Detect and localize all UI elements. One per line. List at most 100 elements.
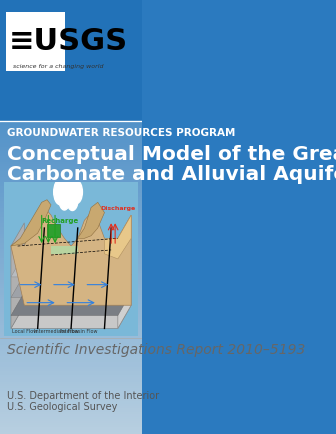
Bar [0, 15, 142, 17]
Bar [0, 187, 142, 189]
Text: ≡USGS: ≡USGS [8, 27, 128, 56]
Bar [0, 126, 142, 128]
Bar [0, 319, 142, 321]
Bar [0, 339, 142, 341]
Bar [0, 204, 142, 206]
Bar [0, 302, 142, 304]
Bar [0, 382, 142, 384]
Bar [0, 35, 142, 37]
Bar [0, 365, 142, 367]
Bar [0, 410, 142, 412]
Bar [0, 59, 142, 61]
Bar [0, 241, 142, 243]
Bar [0, 336, 142, 339]
Bar [0, 347, 142, 349]
Bar [0, 354, 142, 356]
Bar [0, 210, 142, 213]
Bar [0, 341, 142, 343]
Bar [0, 28, 142, 30]
Bar [0, 388, 142, 391]
Bar [0, 11, 142, 13]
Bar [0, 56, 142, 59]
Bar [0, 61, 142, 63]
Bar [0, 156, 142, 158]
Text: U.S. Department of the Interior: U.S. Department of the Interior [7, 390, 159, 400]
Bar [0, 369, 142, 371]
Bar [0, 367, 142, 369]
Text: GROUNDWATER RESOURCES PROGRAM: GROUNDWATER RESOURCES PROGRAM [7, 128, 236, 137]
Bar [0, 13, 142, 15]
Bar [0, 421, 142, 423]
Bar [0, 106, 142, 108]
Bar [0, 386, 142, 388]
Bar [0, 332, 142, 334]
Bar [0, 195, 142, 197]
Bar [0, 282, 142, 284]
Bar [0, 263, 142, 265]
Bar [0, 202, 142, 204]
Bar [0, 100, 142, 102]
Bar [0, 30, 142, 33]
Bar [0, 289, 142, 291]
Bar [0, 130, 142, 132]
Bar [0, 41, 142, 43]
Bar [0, 269, 142, 271]
Bar [0, 108, 142, 111]
Bar [0, 321, 142, 323]
Bar [0, 143, 142, 145]
Bar [0, 22, 142, 24]
Bar [0, 191, 142, 193]
Bar [0, 237, 142, 239]
Bar [0, 200, 142, 202]
Bar [0, 271, 142, 273]
Bar [0, 2, 142, 4]
Bar [0, 412, 142, 414]
Bar [0, 119, 142, 122]
Bar [0, 245, 142, 247]
Bar [0, 260, 142, 263]
Bar [0, 232, 142, 234]
Bar [0, 213, 142, 215]
Bar [0, 291, 142, 293]
Bar [0, 308, 142, 310]
Bar [0, 93, 142, 95]
Bar [0, 182, 142, 184]
Bar [0, 128, 142, 130]
Bar [0, 330, 142, 332]
Text: U.S. Geological Survey: U.S. Geological Survey [7, 401, 118, 411]
Bar [0, 343, 142, 345]
Bar [0, 148, 142, 150]
Bar [0, 417, 142, 419]
Bar [0, 150, 142, 152]
Bar [0, 87, 142, 89]
Bar [0, 230, 142, 232]
Bar [0, 111, 142, 113]
Bar [0, 247, 142, 250]
Bar [0, 215, 142, 217]
Bar [0, 352, 142, 354]
Bar [0, 430, 142, 432]
Bar [0, 132, 142, 135]
Bar [0, 4, 142, 7]
Bar [0, 91, 142, 93]
Bar [0, 78, 142, 80]
Bar [0, 408, 142, 410]
Bar [0, 113, 142, 115]
Bar [0, 74, 142, 76]
Bar [0, 137, 142, 139]
FancyBboxPatch shape [6, 13, 66, 72]
Bar [0, 158, 142, 161]
Bar [0, 391, 142, 393]
Bar [0, 278, 142, 280]
Bar [0, 180, 142, 182]
Bar [0, 373, 142, 375]
Text: Conceptual Model of the Great Basin: Conceptual Model of the Great Basin [7, 145, 336, 164]
Bar [0, 48, 142, 50]
Bar [0, 20, 142, 22]
Bar [0, 24, 142, 26]
Bar [0, 224, 142, 226]
Bar [0, 124, 142, 126]
Bar [0, 104, 142, 106]
Bar [0, 378, 142, 380]
Bar [0, 254, 142, 256]
